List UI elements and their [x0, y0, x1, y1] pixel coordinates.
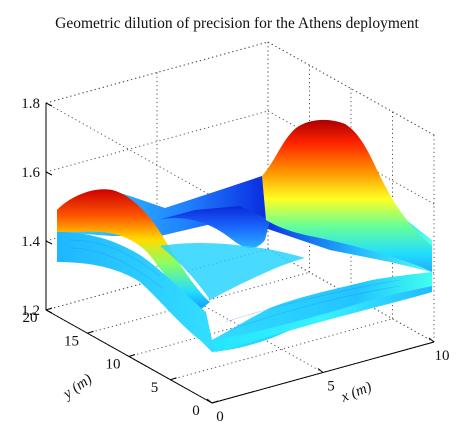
- z-tick-label: 1.2: [21, 303, 40, 319]
- y-tick-labels: 0 5 10 15 20: [23, 310, 200, 419]
- y-tick-label: 15: [64, 333, 79, 349]
- y-axis-label: y (m): [59, 371, 95, 403]
- z-tick-label: 1.4: [21, 234, 40, 250]
- y-tick-label: 0: [192, 403, 200, 419]
- z-tick-label: 1.8: [21, 96, 40, 112]
- x-tick-label: 5: [327, 379, 335, 395]
- chart-title: Geometric dilution of precision for the …: [55, 15, 419, 32]
- x-tick-label: 10: [435, 348, 450, 364]
- y-tick-label: 5: [151, 380, 159, 396]
- y-tick-label: 10: [106, 357, 121, 373]
- x-tick-labels: 0 5 10: [216, 348, 449, 425]
- z-tick-labels: 1.2 1.4 1.6 1.8: [21, 96, 40, 319]
- x-tick-label: 0: [216, 409, 224, 425]
- surface: [57, 119, 432, 352]
- y-tick-label: 20: [23, 310, 38, 326]
- tick-marks: [45, 102, 435, 404]
- x-axis-label: x (m): [338, 379, 374, 406]
- z-tick-label: 1.6: [21, 165, 40, 181]
